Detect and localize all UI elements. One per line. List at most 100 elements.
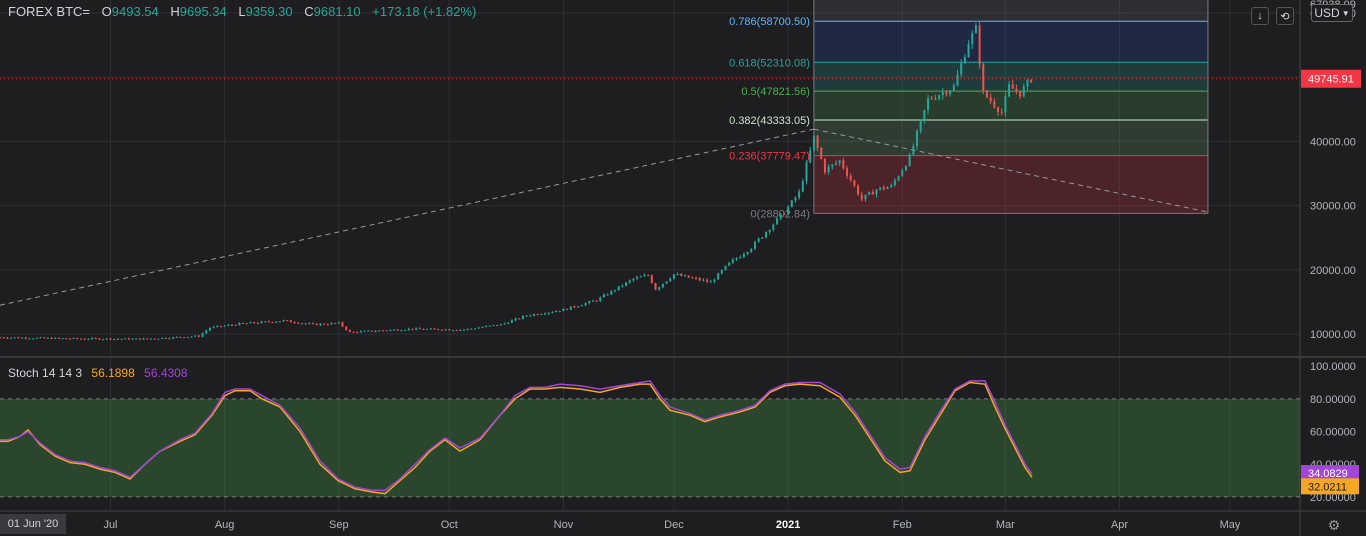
candle-body — [735, 258, 738, 260]
stoch-legend[interactable]: Stoch 14 14 3 56.1898 56.4308 — [8, 366, 188, 380]
close-value: 9681.10 — [313, 4, 361, 19]
candle-body — [194, 335, 197, 337]
candle-body — [857, 185, 860, 195]
candle-body — [46, 337, 49, 339]
trend-lines[interactable] — [0, 128, 1209, 306]
gear-icon[interactable]: ⚙ — [1327, 517, 1341, 533]
candle-body — [831, 164, 834, 167]
candle-body — [24, 337, 27, 339]
candle-body — [179, 336, 182, 338]
fib-level-label: 0.5(47821.56) — [741, 86, 810, 98]
candle-body — [116, 338, 119, 340]
symbol-title[interactable]: FOREX BTC= — [8, 4, 90, 19]
candle-body — [776, 218, 779, 225]
time-tick-label: May — [1220, 519, 1241, 531]
candle-body — [790, 200, 793, 207]
candle-body — [175, 336, 178, 338]
refresh-icon: ⟲ — [1280, 10, 1290, 23]
candle-body — [168, 338, 171, 340]
scroll-down-button[interactable]: ↓ — [1251, 7, 1269, 25]
candle-body — [499, 324, 502, 326]
candle-body — [695, 277, 698, 279]
candle-body — [146, 338, 149, 340]
candle-body — [319, 323, 322, 326]
time-axis[interactable]: Jul Aug Sep Oct Nov Dec 2021 Feb Mar Apr May — [103, 519, 1240, 531]
candle-body — [536, 314, 539, 316]
candle-body — [282, 320, 285, 322]
candle-body — [1030, 79, 1033, 83]
candle-body — [683, 275, 686, 277]
candle-body — [573, 306, 576, 308]
candle-body — [433, 328, 436, 330]
candle-body — [886, 187, 889, 190]
candle-body — [974, 25, 977, 34]
candle-body — [98, 338, 101, 340]
reset-button[interactable]: ⟲ — [1276, 7, 1294, 25]
candle-body — [820, 147, 823, 159]
candle-body — [680, 274, 683, 276]
time-tick-label: Jul — [103, 519, 117, 531]
candle-body — [370, 330, 373, 332]
candle-body — [264, 321, 267, 323]
fib-retracement[interactable]: 0(28802.84)0.236(37779.47)0.382(43333.05… — [729, 0, 1209, 220]
currency-select[interactable]: USD ▼ — [1311, 4, 1353, 22]
candle-body — [971, 33, 974, 44]
candle-body — [1011, 84, 1014, 89]
candle-body — [440, 329, 443, 331]
candle-body — [893, 180, 896, 185]
candle-body — [278, 321, 281, 323]
stoch-d-value: 56.4308 — [144, 366, 188, 380]
candle-body — [952, 85, 955, 91]
close-key: C — [304, 4, 314, 19]
stoch-d-line — [0, 380, 1033, 492]
candle-body — [466, 328, 469, 330]
candle-body — [934, 98, 937, 100]
candle-body — [871, 191, 874, 195]
candle-body — [223, 325, 226, 327]
candle-body — [647, 275, 650, 277]
candle-body — [356, 331, 359, 333]
candle-body — [275, 321, 278, 323]
candle-body — [606, 294, 609, 296]
open-value: 9493.54 — [111, 4, 159, 19]
candle-body — [6, 337, 9, 339]
candle-body — [337, 322, 340, 324]
candle-body — [761, 237, 764, 239]
candle-body — [231, 324, 234, 326]
start-date-label: 01 Jun '20 — [0, 514, 66, 534]
candle-body — [915, 131, 918, 147]
candle-body — [890, 184, 893, 188]
candle-body — [50, 337, 53, 339]
candle-body — [529, 315, 532, 317]
candle-body — [525, 315, 528, 317]
candle-body — [787, 206, 790, 215]
stoch-tick-label: 100.0000 — [1310, 361, 1356, 373]
candle-body — [28, 338, 31, 340]
price-tick-label: 30000.00 — [1310, 201, 1356, 213]
candle-body — [437, 328, 440, 330]
candle-body — [197, 335, 200, 337]
candle-body — [798, 191, 801, 198]
candle-body — [293, 322, 296, 324]
stoch-k-value: 56.1898 — [91, 366, 135, 380]
candle-body — [496, 325, 499, 327]
candle-body — [429, 328, 432, 330]
candle-body — [510, 320, 513, 323]
fib-zone — [813, 119, 1208, 156]
candle-body — [149, 338, 152, 340]
candle-body — [13, 337, 16, 339]
candle-body — [742, 254, 745, 257]
candle-body — [706, 279, 709, 282]
candle-body — [161, 337, 164, 339]
candle-body — [219, 325, 222, 327]
candle-body — [816, 135, 819, 148]
candle-body — [514, 318, 517, 321]
candle-body — [702, 279, 705, 281]
candle-body — [617, 286, 620, 291]
price-tick-label: 10000.00 — [1310, 329, 1356, 341]
time-tick-label: 2021 — [776, 519, 800, 531]
candle-body — [348, 329, 351, 332]
candle-body — [459, 329, 462, 331]
candle-body — [76, 337, 79, 339]
